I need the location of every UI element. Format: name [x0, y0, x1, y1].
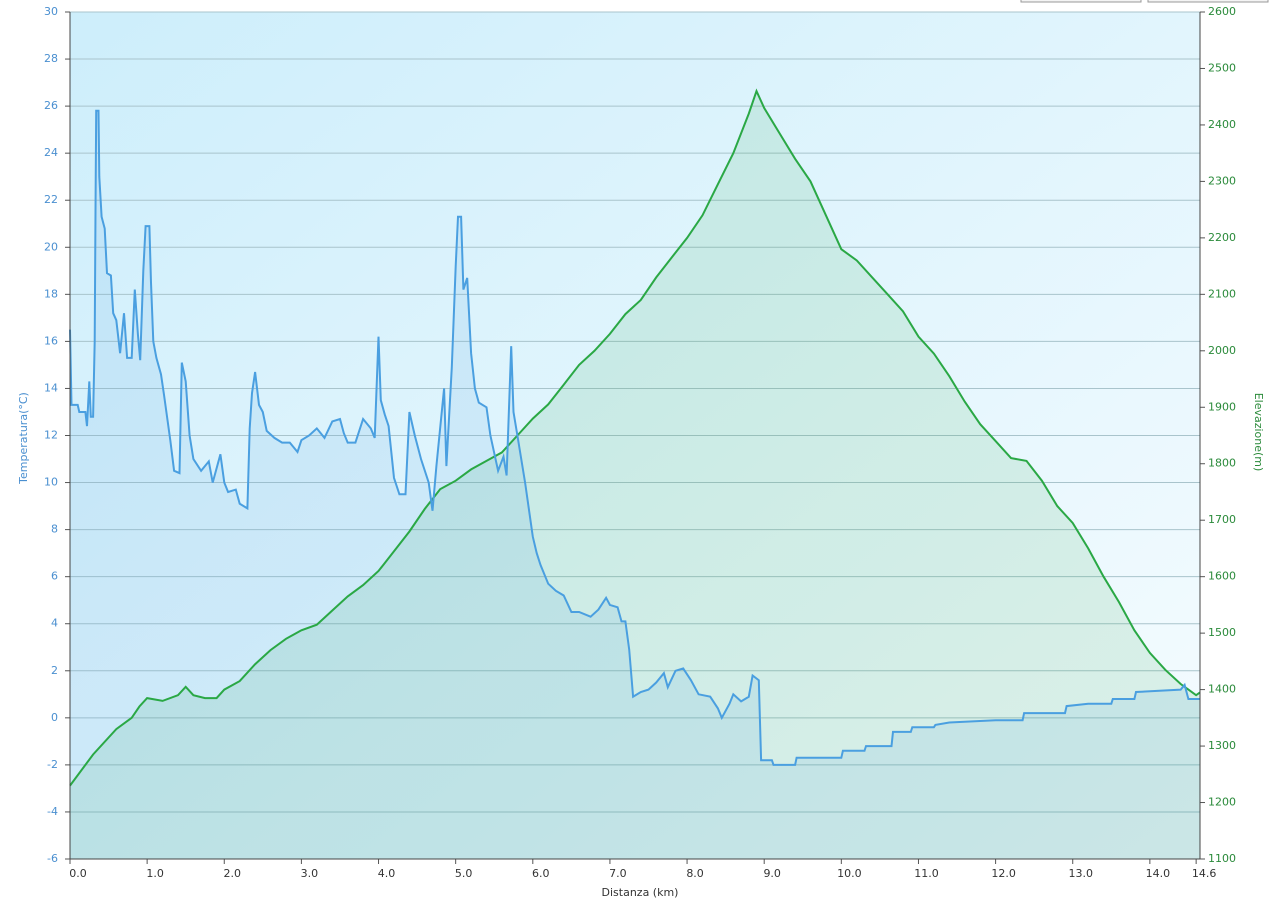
y-tick-label: 4: [51, 617, 58, 630]
button[interactable]: [1020, 0, 1142, 3]
x-tick-label: 11.0: [914, 867, 939, 880]
x-tick-label: 12.0: [991, 867, 1016, 880]
x-tick-label: 2.0: [224, 867, 242, 880]
y-tick-label: 12: [44, 429, 58, 442]
y2-tick-label: 1700: [1208, 513, 1236, 526]
y2-tick-label: 1300: [1208, 739, 1236, 752]
y-tick-label: 8: [51, 523, 58, 536]
y-tick-label: -6: [47, 852, 58, 865]
y-tick-label: 10: [44, 476, 58, 489]
y-tick-label: -4: [47, 805, 58, 818]
y2-tick-label: 1100: [1208, 852, 1236, 865]
y-tick-label: 6: [51, 570, 58, 583]
x-tick-label: 8.0: [686, 867, 704, 880]
y-tick-label: 22: [44, 193, 58, 206]
y-tick-label: 2: [51, 664, 58, 677]
y2-tick-label: 2600: [1208, 5, 1236, 18]
y-tick-label: 18: [44, 287, 58, 300]
x-tick-label: 6.0: [532, 867, 550, 880]
y-tick-label: 28: [44, 52, 58, 65]
x-tick-label: 0.0: [69, 867, 87, 880]
y-tick-label: 0: [51, 711, 58, 724]
y-tick-label: 24: [44, 146, 58, 159]
y2-tick-label: 1500: [1208, 626, 1236, 639]
y2-tick-label: 2300: [1208, 174, 1236, 187]
y2-tick-label: 1900: [1208, 400, 1236, 413]
y2-tick-label: 1600: [1208, 570, 1236, 583]
x-axis-label: Distanza (km): [602, 886, 679, 899]
y2-tick-label: 1400: [1208, 683, 1236, 696]
area: [70, 91, 1200, 860]
area: [70, 110, 1200, 860]
button[interactable]: [1147, 0, 1269, 3]
y2-tick-label: 2500: [1208, 61, 1236, 74]
y-tick-label: -2: [47, 758, 58, 771]
line: [69, 109, 1200, 766]
y2-axis-label: Elevazione(m): [1252, 393, 1265, 472]
y-tick-label: 30: [44, 5, 58, 18]
line: [69, 88, 1201, 787]
y2-tick-label: 2200: [1208, 231, 1236, 244]
x-tick-label: 14.6: [1192, 867, 1217, 880]
x-tick-label: 9.0: [763, 867, 781, 880]
x-tick-label: 5.0: [455, 867, 473, 880]
y-tick-label: 16: [44, 334, 58, 347]
y-tick-label: 26: [44, 99, 58, 112]
y2-tick-label: 2400: [1208, 118, 1236, 131]
y2-tick-label: 2100: [1208, 287, 1236, 300]
x-tick-label: 14.0: [1146, 867, 1171, 880]
y2-tick-label: 2000: [1208, 344, 1236, 357]
y-axis-label: Temperatura(°C): [17, 392, 30, 485]
y2-tick-label: 1200: [1208, 796, 1236, 809]
x-tick-label: 7.0: [609, 867, 627, 880]
x-tick-label: 4.0: [378, 867, 396, 880]
x-tick-label: 3.0: [301, 867, 319, 880]
x-tick-label: 1.0: [146, 867, 164, 880]
y-tick-label: 14: [44, 381, 58, 394]
x-tick-label: 13.0: [1068, 867, 1093, 880]
y2-tick-label: 1800: [1208, 457, 1236, 470]
x-tick-label: 10.0: [837, 867, 862, 880]
y-tick-label: 20: [44, 240, 58, 253]
